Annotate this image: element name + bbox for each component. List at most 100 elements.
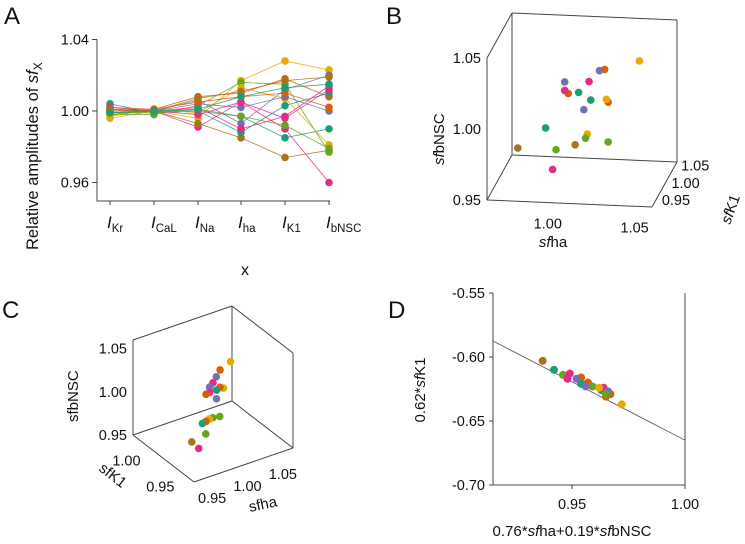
y-tick-label: 1.00	[61, 104, 89, 120]
panel-b-x-axis-label: sfha	[539, 234, 568, 251]
box-edge	[132, 434, 195, 483]
x-tick-label: IK1	[282, 213, 301, 235]
series-line	[109, 92, 330, 112]
z-tick-label: 1.00	[99, 385, 127, 401]
panel-d-x-axis-label: 0.76*sfha+0.19*sfbNSC	[493, 523, 652, 540]
data-point	[237, 98, 245, 106]
panel-d-y-axis-label: 0.62*sfK1	[412, 357, 429, 422]
x-tick-label: 1.05	[621, 220, 649, 236]
data-point	[212, 372, 221, 381]
data-point	[548, 165, 557, 174]
y-tick-label: 0.96	[61, 176, 89, 192]
data-point	[602, 95, 611, 104]
data-point	[237, 119, 245, 128]
data-point	[595, 383, 604, 392]
data-point	[538, 356, 547, 365]
z-tick-label: 0.95	[453, 193, 481, 209]
series-line	[109, 101, 330, 183]
data-point	[581, 382, 590, 391]
x-tick-label: IbNSC	[326, 213, 361, 235]
panel-b-z-axis-label: sfbNSC	[431, 113, 448, 165]
data-point	[212, 395, 221, 403]
data-point	[585, 77, 593, 86]
data-point	[325, 125, 333, 133]
data-point	[580, 105, 588, 114]
x-tick-label: INa	[195, 213, 215, 235]
data-point	[541, 124, 550, 132]
box-edge	[132, 305, 233, 341]
data-point	[281, 121, 289, 130]
box-edge	[486, 199, 653, 208]
panel-label-a: A	[4, 3, 20, 30]
data-point	[106, 108, 114, 117]
y-tick-label: -0.55	[452, 286, 485, 302]
data-point	[325, 178, 333, 187]
data-point	[150, 107, 158, 115]
data-point	[202, 390, 210, 399]
y-tick-label: -0.60	[452, 350, 485, 366]
data-point	[560, 78, 569, 86]
data-point	[581, 134, 590, 142]
data-point	[194, 119, 202, 128]
data-point	[237, 92, 245, 101]
data-point	[237, 78, 245, 87]
series-line	[110, 81, 330, 153]
panel-b-chart: sfha sfbNSC sfK1 1.00 1.050.951.001.050.9…	[431, 12, 744, 251]
series-line	[109, 85, 330, 130]
data-point	[237, 87, 245, 96]
data-point	[194, 444, 203, 453]
data-point	[325, 103, 333, 112]
box-edge	[132, 400, 233, 436]
panel-label-b: B	[386, 3, 402, 30]
data-point	[281, 101, 289, 110]
data-point	[194, 110, 202, 119]
fit-line	[492, 340, 686, 441]
panel-a-x-axis-label: x	[241, 262, 249, 279]
data-point	[617, 400, 626, 409]
data-point	[226, 357, 235, 366]
x-tick-label: 0.95	[198, 491, 226, 507]
data-point	[281, 114, 289, 122]
box-edge	[511, 154, 678, 163]
panel-a-y-axis-label: Relative amplitudes of sfX	[24, 62, 45, 250]
y-tick-label: 0.95	[146, 480, 174, 496]
panel-d-axes	[492, 293, 686, 486]
x-tick-label: 0.95	[558, 497, 586, 513]
panel-b-y-axis-label: sfK1	[718, 192, 744, 226]
panel-c-z-axis-label: sfbNSC	[65, 370, 82, 422]
data-point	[552, 145, 560, 154]
data-point	[212, 386, 221, 394]
y-tick-label: 1.00	[112, 453, 140, 469]
y-tick-label: 1.04	[61, 33, 89, 49]
panel-c-chart: sfbNSC sfK1 sfha 0.951.001.050.951.000.9…	[65, 305, 297, 516]
data-point	[586, 96, 595, 104]
z-tick-label: 1.00	[453, 122, 481, 138]
x-tick-label: 1.00	[671, 497, 699, 513]
series-line	[109, 76, 330, 112]
box-edge	[231, 400, 294, 449]
panel-c-x-axis-label: sfha	[247, 493, 279, 516]
x-tick-label: 1.00	[534, 217, 562, 233]
data-point	[194, 94, 202, 103]
x-tick-label: Iha	[238, 213, 256, 235]
data-point	[325, 144, 333, 153]
data-point	[281, 83, 289, 92]
data-point	[325, 66, 333, 74]
data-point	[588, 382, 597, 391]
data-point	[325, 80, 333, 88]
z-tick-label: 1.05	[99, 342, 127, 358]
data-point	[201, 430, 210, 438]
y-tick-label: 1.00	[671, 176, 699, 192]
data-point	[237, 125, 245, 133]
data-point	[325, 73, 333, 81]
data-point	[215, 412, 224, 421]
data-point	[549, 365, 558, 374]
panel-label-d: D	[388, 297, 405, 324]
data-point	[604, 138, 612, 146]
z-tick-label: 0.95	[99, 428, 127, 444]
data-point	[198, 419, 207, 428]
x-tick-label: ICaL	[151, 213, 177, 235]
data-point	[514, 144, 522, 152]
x-tick-label: 1.00	[233, 479, 261, 495]
